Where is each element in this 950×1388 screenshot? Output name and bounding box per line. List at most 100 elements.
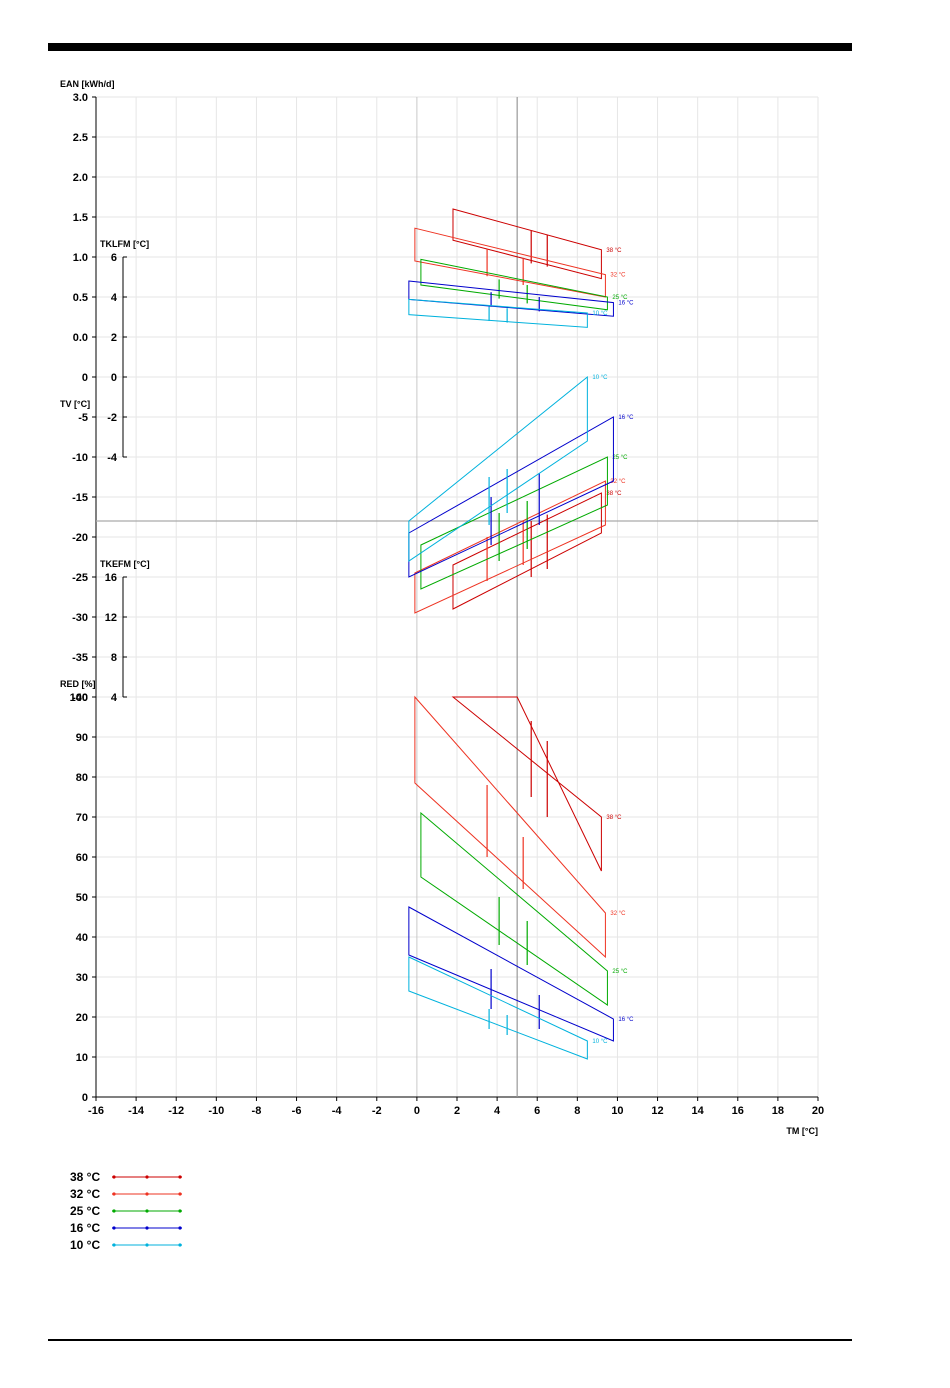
envelope-outline (408, 416, 614, 578)
envelope-outline (452, 208, 602, 280)
red-tick-label: 10 (76, 1052, 88, 1064)
ean-tick-label: 0.5 (73, 292, 88, 304)
ean-tick-label: 1.0 (73, 252, 88, 264)
series-label: 25 °C (612, 295, 628, 301)
x-tick-label: 18 (772, 1105, 784, 1117)
x-tick-label: 20 (812, 1105, 824, 1117)
series-label: 32 °C (610, 273, 626, 279)
legend-marker (145, 1226, 149, 1230)
ean-tick-label: 1.5 (73, 212, 88, 224)
ean-series (408, 298, 588, 328)
series-label: 32 °C (610, 479, 626, 485)
tv-series (452, 492, 602, 610)
ean-tick-label: 3.0 (73, 92, 88, 104)
tv-series (408, 375, 588, 562)
series-label: 38 °C (606, 491, 622, 497)
tv-tick-label: -10 (72, 452, 88, 464)
grid (95, 96, 819, 1098)
x-tick-label: 2 (454, 1105, 460, 1117)
tkefm-axis-label: TKEFM [°C] (100, 559, 150, 569)
x-tick-label: 8 (574, 1105, 580, 1117)
envelope-outline (414, 695, 606, 959)
tkefm-tick-label: 8 (111, 652, 117, 664)
envelope-outline (414, 480, 606, 614)
envelope-outline (408, 298, 588, 328)
legend-label: 16 °C (70, 1221, 100, 1235)
ean-series (420, 258, 608, 311)
series-label: 25 °C (612, 969, 628, 975)
x-tick-label: -8 (252, 1105, 262, 1117)
envelope-outline (408, 906, 614, 1042)
red-tick-label: 40 (76, 932, 88, 944)
legend (112, 1175, 182, 1247)
tv-tick-label: -25 (72, 572, 88, 584)
legend-label: 32 °C (70, 1187, 100, 1201)
legend-marker (112, 1209, 116, 1213)
tv-series (408, 416, 614, 578)
red-series (414, 695, 606, 959)
x-tick-label: 0 (414, 1105, 420, 1117)
legend-marker (112, 1175, 116, 1179)
red-tick-label: 70 (76, 812, 88, 824)
tklfm-tick-label: -2 (107, 412, 117, 424)
tv-series (414, 480, 606, 614)
envelope-outline (414, 227, 606, 298)
header-bar (48, 43, 852, 51)
tkefm-tick-label: 4 (111, 692, 118, 704)
tklfm-tick-label: 4 (111, 292, 118, 304)
x-tick-label: -14 (128, 1105, 145, 1117)
legend-marker (145, 1209, 149, 1213)
tv-tick-label: -5 (78, 412, 88, 424)
x-tick-label: 10 (611, 1105, 623, 1117)
ean-tick-label: 2.0 (73, 172, 88, 184)
x-tick-label: -12 (168, 1105, 184, 1117)
envelope-outline (408, 375, 588, 562)
legend-marker (178, 1209, 182, 1213)
red-tick-label: 90 (76, 732, 88, 744)
red-tick-label: 100 (70, 692, 88, 704)
legend-marker (178, 1175, 182, 1179)
tv-tick-label: 0 (82, 372, 88, 384)
tv-tick-label: -15 (72, 492, 88, 504)
envelope-outline (408, 280, 614, 317)
red-tick-label: 30 (76, 972, 88, 984)
x-tick-label: -4 (332, 1105, 343, 1117)
envelope-outline (408, 956, 588, 1060)
series-label: 38 °C (606, 815, 622, 821)
red-tick-label: 80 (76, 772, 88, 784)
x-tick-label: 6 (534, 1105, 540, 1117)
tv-tick-label: -35 (72, 652, 88, 664)
legend-marker (178, 1226, 182, 1230)
footer-rule (48, 1339, 852, 1341)
x-tick-label: -16 (88, 1105, 104, 1117)
series-label: 10 °C (592, 1039, 608, 1045)
x-tick-label: -2 (372, 1105, 382, 1117)
red-axis-label: RED [%] (60, 679, 96, 689)
ean-series (408, 280, 614, 317)
legend-marker (112, 1192, 116, 1196)
tklfm-tick-label: 2 (111, 332, 117, 344)
series-label: 10 °C (592, 311, 608, 317)
series-label: 32 °C (610, 911, 626, 917)
x-tick-label: -6 (292, 1105, 302, 1117)
envelope-outline (420, 456, 608, 590)
envelope-outline (452, 492, 602, 610)
tv-tick-label: -40 (72, 692, 88, 704)
legend-label: 38 °C (70, 1170, 100, 1184)
x-tick-label: -10 (208, 1105, 224, 1117)
red-tick-label: 60 (76, 852, 88, 864)
legend-label: 10 °C (70, 1238, 100, 1252)
tklfm-tick-label: 6 (111, 252, 117, 264)
tklfm-tick-label: -4 (107, 452, 118, 464)
x-tick-label: 4 (494, 1105, 501, 1117)
red-series (420, 811, 608, 1006)
series-label: 25 °C (612, 455, 628, 461)
red-series (451, 696, 602, 872)
legend-marker (112, 1243, 116, 1247)
x-tick-label: 16 (732, 1105, 744, 1117)
red-series (408, 956, 588, 1060)
red-tick-label: 50 (76, 892, 88, 904)
legend-marker (145, 1192, 149, 1196)
x-axis-label: TM [°C] (786, 1126, 818, 1136)
